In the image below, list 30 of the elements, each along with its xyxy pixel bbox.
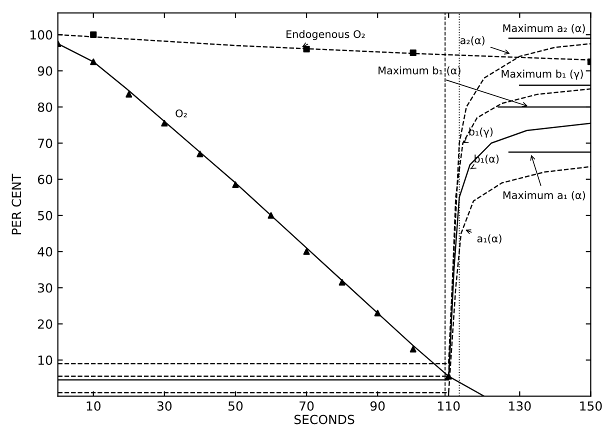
annotation: Maximum b₁ (α) — [378, 66, 460, 76]
y-tick-label: 80 — [38, 102, 52, 112]
x-tick-label: 10 — [86, 401, 101, 411]
y-axis-title: PER CENT — [12, 174, 22, 234]
x-tick-label: 150 — [580, 401, 602, 411]
annotation: a₁(α) — [477, 234, 502, 244]
y-tick-label: 100 — [30, 30, 52, 40]
annotation: Maximum a₁ (α) — [503, 191, 585, 200]
y-tick-label: 50 — [38, 210, 52, 220]
annotation: a₂(α) — [460, 36, 484, 46]
x-tick-label: 30 — [157, 401, 172, 411]
x-tick-label: 90 — [370, 401, 385, 411]
x-tick-label: 110 — [438, 401, 460, 411]
x-axis-title: SECONDS — [294, 414, 354, 424]
annotation: Maximum a₂ (α) — [503, 24, 585, 34]
y-tick-label: 10 — [38, 356, 52, 365]
x-tick-label: 50 — [228, 401, 243, 411]
annotation: b₁(α) — [474, 154, 499, 164]
x-tick-label: 130 — [509, 401, 531, 411]
annotation: Endogenous O₂ — [286, 30, 365, 40]
annotation: Maximum b₁ (γ) — [502, 70, 583, 80]
y-tick-label: 90 — [38, 66, 52, 76]
y-tick-label: 20 — [38, 319, 52, 329]
x-tick-label: 70 — [300, 401, 314, 411]
y-tick-label: 40 — [38, 247, 52, 257]
y-tick-label: 70 — [38, 138, 52, 148]
annotation: b₁(γ) — [469, 128, 493, 138]
y-tick-label: 30 — [38, 283, 52, 293]
y-tick-label: 60 — [38, 174, 52, 184]
annotation: O₂ — [176, 109, 187, 118]
